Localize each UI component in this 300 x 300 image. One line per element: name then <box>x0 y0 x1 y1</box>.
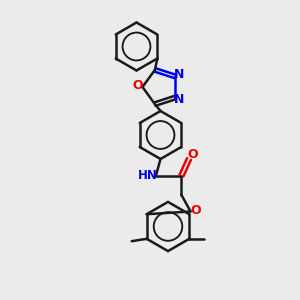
Text: O: O <box>187 148 198 161</box>
Text: HN: HN <box>138 169 158 182</box>
Text: N: N <box>174 94 184 106</box>
Text: N: N <box>174 68 184 80</box>
Text: O: O <box>190 203 201 217</box>
Text: O: O <box>133 79 143 92</box>
